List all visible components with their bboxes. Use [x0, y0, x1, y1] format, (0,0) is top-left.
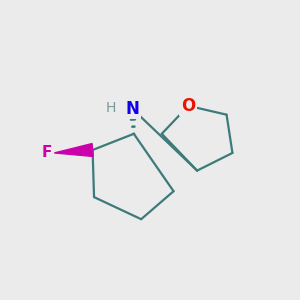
Text: F: F: [42, 146, 52, 160]
Polygon shape: [54, 143, 93, 157]
Text: N: N: [125, 100, 139, 118]
Text: H: H: [106, 101, 116, 115]
Text: O: O: [181, 97, 195, 115]
